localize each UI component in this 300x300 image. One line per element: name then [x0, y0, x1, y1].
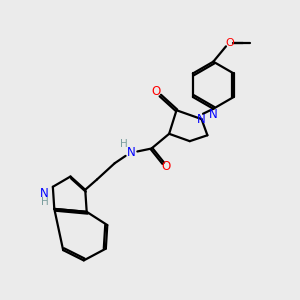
- Text: N: N: [197, 112, 206, 126]
- Text: H: H: [120, 139, 128, 149]
- Text: N: N: [127, 146, 135, 159]
- Text: N: N: [209, 108, 218, 121]
- Text: H: H: [41, 196, 49, 206]
- Text: O: O: [225, 38, 234, 47]
- Text: N: N: [40, 187, 49, 200]
- Text: O: O: [162, 160, 171, 173]
- Text: O: O: [151, 85, 160, 98]
